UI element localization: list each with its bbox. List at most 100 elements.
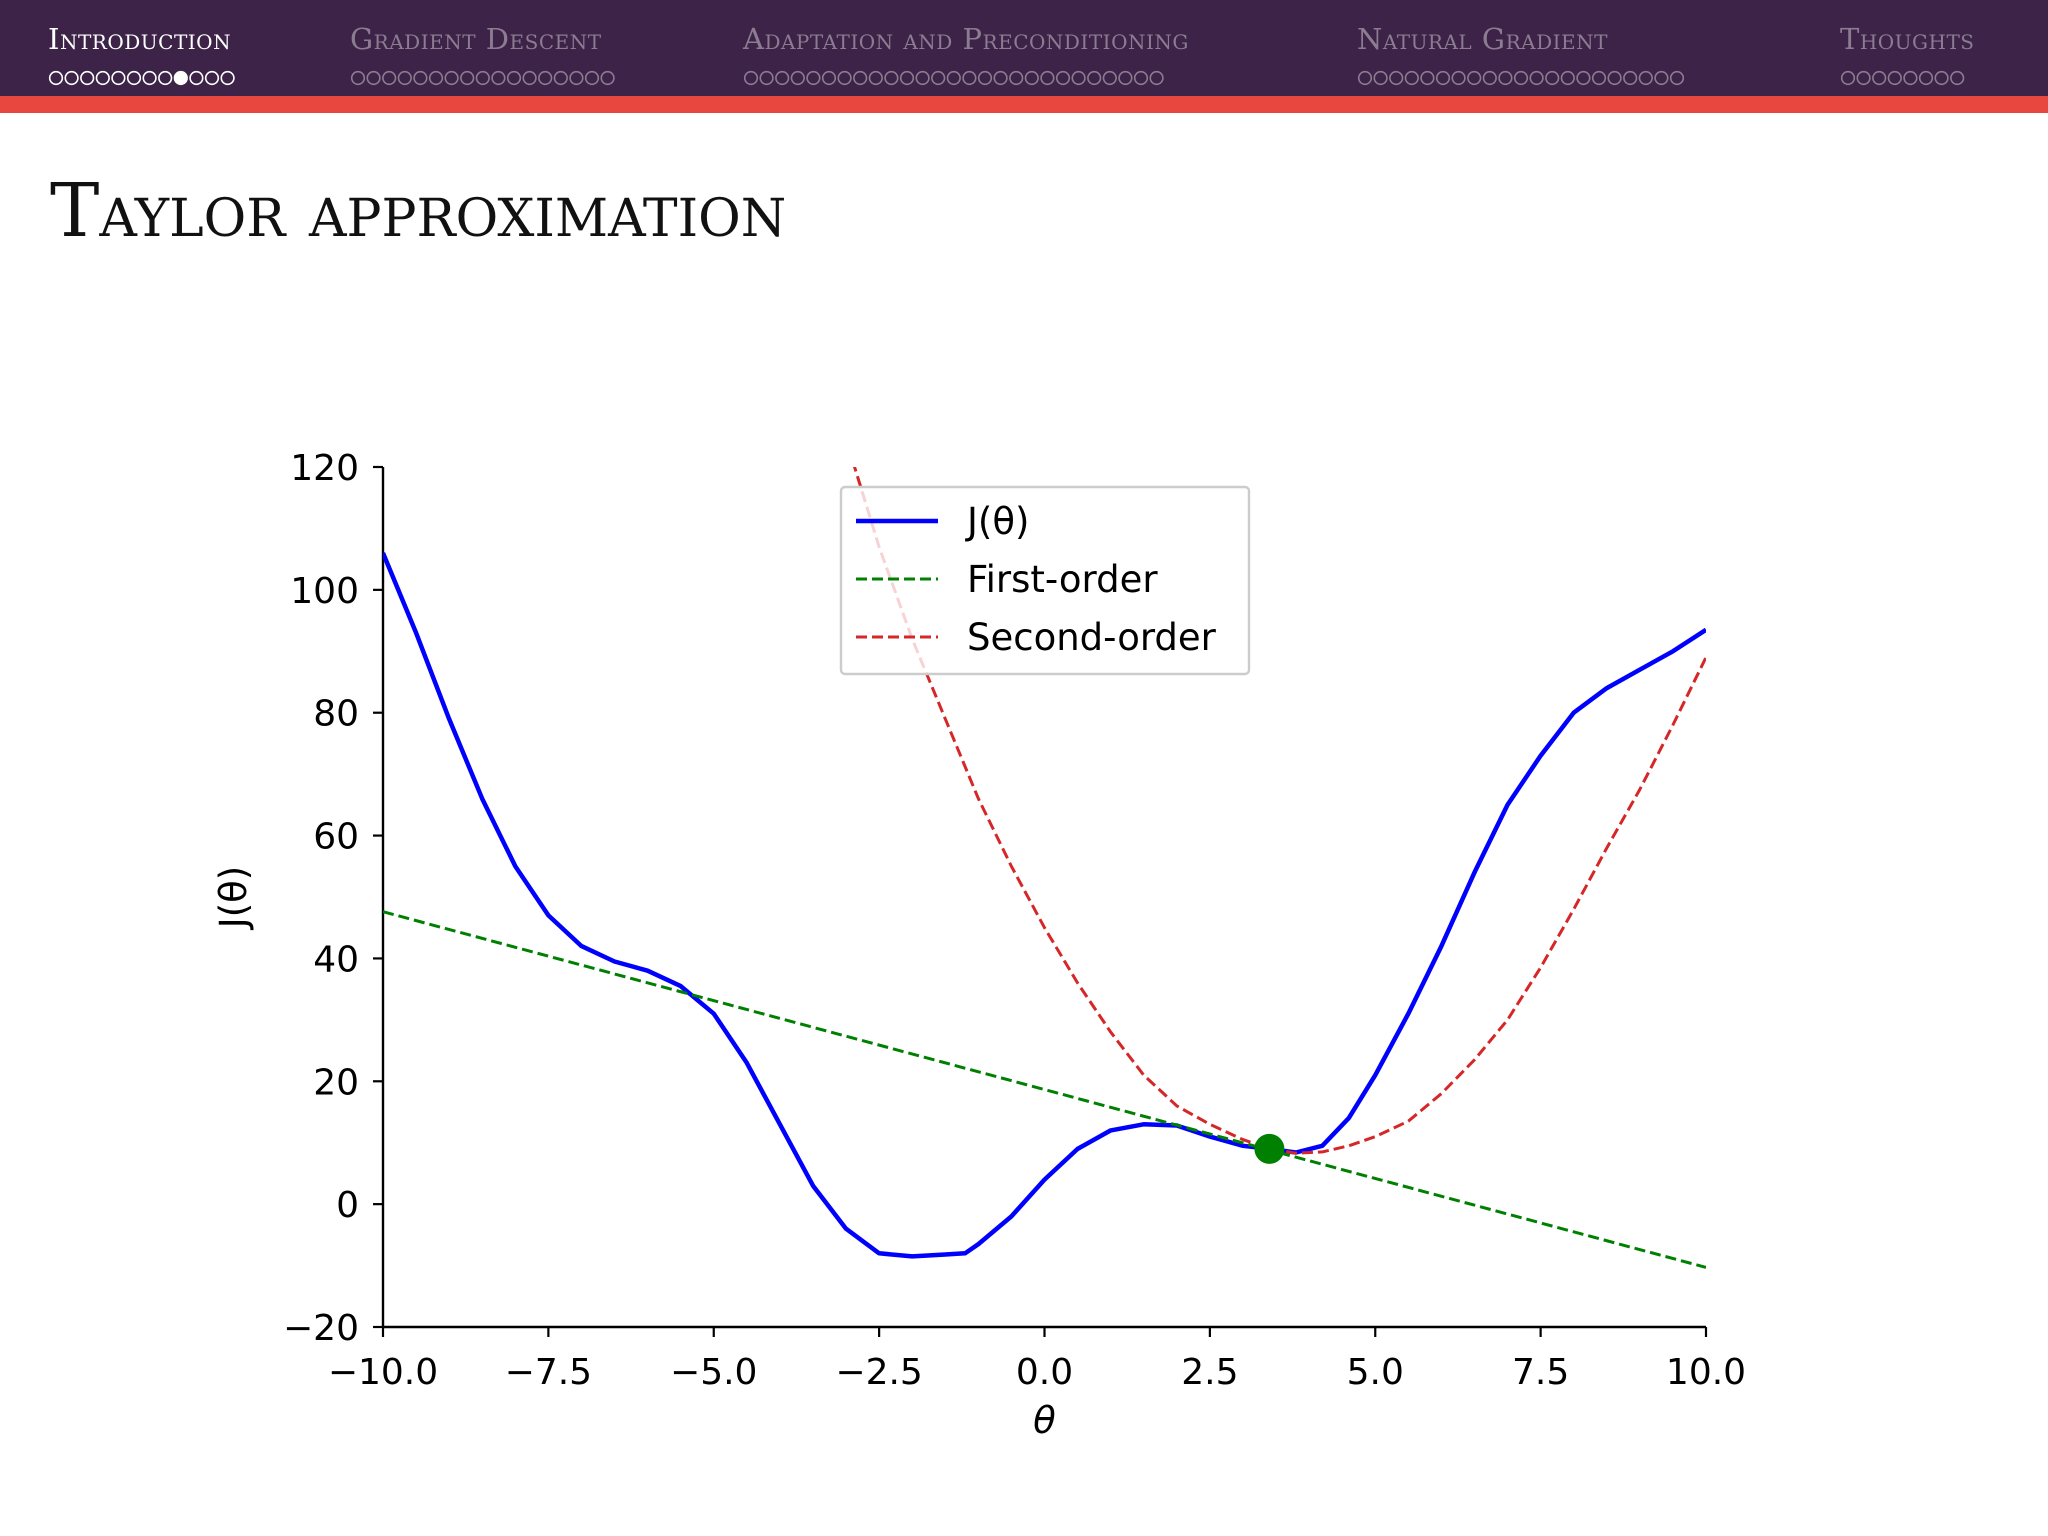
nav-slide-dot[interactable] — [189, 70, 204, 86]
nav-slide-dot[interactable] — [382, 70, 397, 86]
y-tick-label: 80 — [313, 694, 359, 735]
nav-slide-dot[interactable] — [1435, 70, 1451, 86]
nav-slide-dot[interactable] — [491, 70, 506, 86]
chart-axes: −10.0 −7.5 −5.0 −2.5 0.0 2.5 5.0 7.5 10.0 −20 0 20 4… — [212, 448, 1746, 1442]
nav-slide-dot[interactable] — [1482, 70, 1497, 86]
x-tick-label: −2.5 — [835, 1352, 922, 1393]
nav-slide-dot[interactable] — [962, 70, 977, 86]
nav-slide-dot[interactable] — [48, 70, 64, 86]
nav-slide-dot[interactable] — [1133, 70, 1149, 86]
nav-slide-dot[interactable] — [1950, 70, 1965, 86]
y-tick-label: −20 — [283, 1308, 359, 1349]
series-line-0 — [383, 552, 1706, 1259]
nav-slide-dot[interactable] — [1872, 70, 1887, 86]
nav-slide-dot[interactable] — [126, 70, 142, 86]
x-tick-label: −7.5 — [505, 1352, 592, 1393]
nav-slide-dot[interactable] — [806, 70, 821, 86]
nav-slide-dot[interactable] — [790, 70, 805, 86]
nav-slide-dot[interactable] — [1840, 70, 1856, 86]
nav-slide-dot[interactable] — [600, 70, 615, 86]
nav-slide-dot[interactable] — [853, 70, 868, 86]
nav-slide-dot[interactable] — [1856, 70, 1871, 86]
nav-slide-dot[interactable] — [759, 70, 774, 86]
nav-slide-dot[interactable] — [1669, 70, 1685, 86]
nav-slide-dot[interactable] — [837, 70, 852, 86]
nav-slide-dot[interactable] — [1102, 70, 1117, 86]
nav-slide-dot[interactable] — [173, 70, 188, 86]
nav-slide-dot[interactable] — [1373, 70, 1388, 86]
nav-slide-dot[interactable] — [1638, 70, 1653, 86]
nav-slide-dot[interactable] — [204, 70, 220, 86]
nav-slide-dot[interactable] — [1009, 70, 1024, 86]
nav-slide-dot[interactable] — [1404, 70, 1419, 86]
nav-slide-dot[interactable] — [506, 70, 522, 86]
nav-slide-dot[interactable] — [1055, 70, 1071, 86]
nav-slide-dot[interactable] — [1607, 70, 1622, 86]
nav-slide-dot[interactable] — [1513, 70, 1529, 86]
nav-slide-dot[interactable] — [1040, 70, 1055, 86]
nav-slide-dot[interactable] — [1467, 70, 1482, 86]
nav-slide-dot[interactable] — [1420, 70, 1435, 86]
nav-slide-dots[interactable] — [1357, 68, 1689, 88]
nav-slide-dot[interactable] — [538, 70, 553, 86]
nav-slide-dot[interactable] — [584, 70, 600, 86]
y-tick-label: 20 — [313, 1062, 359, 1103]
nav-slide-dot[interactable] — [444, 70, 459, 86]
nav-slide-dot[interactable] — [899, 70, 915, 86]
nav-slide-dot[interactable] — [1149, 70, 1164, 86]
nav-slide-dot[interactable] — [111, 70, 126, 86]
nav-slide-dot[interactable] — [1591, 70, 1607, 86]
nav-slide-dot[interactable] — [1529, 70, 1544, 86]
nav-slide-dot[interactable] — [1389, 70, 1404, 86]
nav-slide-dot[interactable] — [1357, 70, 1373, 86]
nav-slide-dot[interactable] — [1498, 70, 1513, 86]
nav-slide-dot[interactable] — [1118, 70, 1133, 86]
nav-slide-dot[interactable] — [460, 70, 475, 86]
nav-slide-dot[interactable] — [1071, 70, 1086, 86]
nav-slide-dot[interactable] — [1576, 70, 1591, 86]
nav-slide-dot[interactable] — [1934, 70, 1949, 86]
nav-slide-dot[interactable] — [946, 70, 961, 86]
nav-slide-dot[interactable] — [775, 70, 790, 86]
nav-slide-dot[interactable] — [80, 70, 95, 86]
nav-slide-dot[interactable] — [1918, 70, 1934, 86]
nav-slide-dots[interactable] — [350, 68, 620, 88]
nav-slide-dot[interactable] — [64, 70, 79, 86]
nav-slide-dot[interactable] — [220, 70, 235, 86]
nav-slide-dot[interactable] — [1087, 70, 1102, 86]
nav-slide-dot[interactable] — [868, 70, 883, 86]
nav-slide-dot[interactable] — [1887, 70, 1902, 86]
nav-slide-dot[interactable] — [413, 70, 428, 86]
nav-slide-dot[interactable] — [475, 70, 490, 86]
nav-slide-dot[interactable] — [1545, 70, 1560, 86]
nav-slide-dots[interactable] — [48, 68, 240, 88]
nav-slide-dot[interactable] — [1654, 70, 1669, 86]
nav-slide-dot[interactable] — [1024, 70, 1039, 86]
nav-slide-dot[interactable] — [993, 70, 1008, 86]
nav-slide-dot[interactable] — [95, 70, 110, 86]
nav-slide-dot[interactable] — [553, 70, 568, 86]
nav-slide-dot[interactable] — [366, 70, 381, 86]
nav-slide-dot[interactable] — [884, 70, 899, 86]
nav-slide-dot[interactable] — [142, 70, 157, 86]
nav-slide-dots[interactable] — [1840, 68, 1969, 88]
nav-slide-dot[interactable] — [1903, 70, 1918, 86]
chart-markers — [1254, 1133, 1285, 1164]
nav-slide-dot[interactable] — [569, 70, 584, 86]
nav-slide-dot[interactable] — [428, 70, 444, 86]
nav-section-title: Natural Gradient — [1357, 22, 1608, 56]
nav-slide-dots[interactable] — [743, 68, 1169, 88]
nav-slide-dot[interactable] — [977, 70, 993, 86]
nav-slide-dot[interactable] — [743, 70, 759, 86]
nav-slide-dot[interactable] — [1560, 70, 1575, 86]
nav-slide-dot[interactable] — [1623, 70, 1638, 86]
nav-slide-dot[interactable] — [915, 70, 930, 86]
chart-legend: J(θ) First-order Second-order — [839, 485, 1251, 676]
nav-slide-dot[interactable] — [158, 70, 173, 86]
nav-slide-dot[interactable] — [1451, 70, 1466, 86]
nav-slide-dot[interactable] — [821, 70, 837, 86]
nav-slide-dot[interactable] — [931, 70, 946, 86]
nav-slide-dot[interactable] — [350, 70, 366, 86]
nav-slide-dot[interactable] — [522, 70, 537, 86]
nav-slide-dot[interactable] — [397, 70, 412, 86]
